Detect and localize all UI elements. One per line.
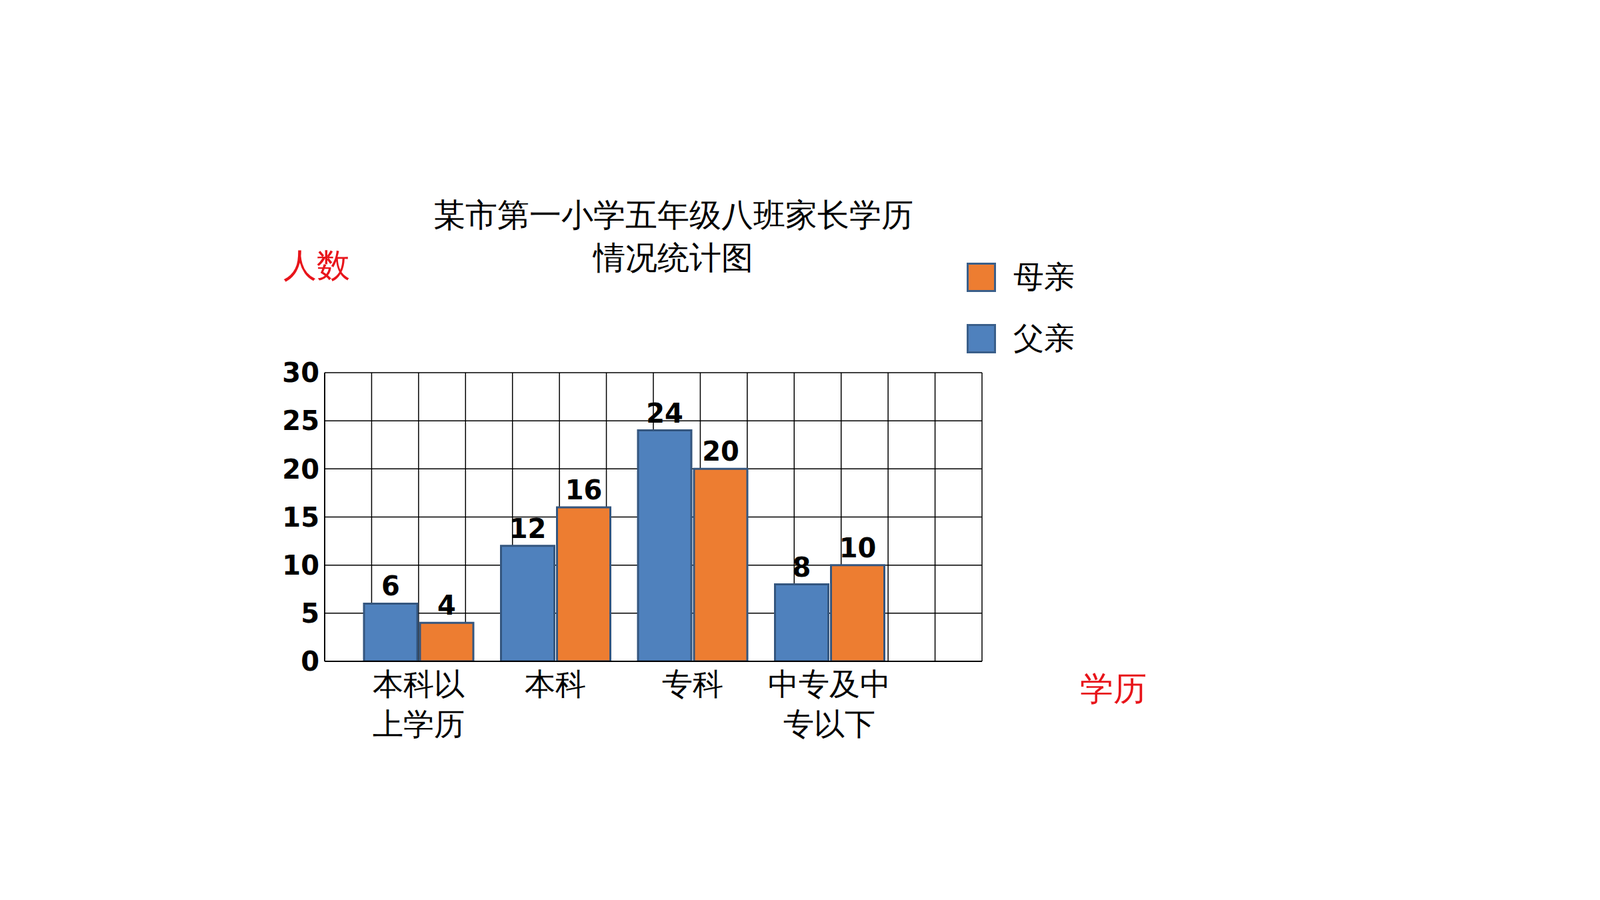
html-text:情况统计图: 情况统计图 — [593, 238, 754, 276]
html-text:某市第一小学五年级八班家长学历: 某市第一小学五年级八班家长学历 — [433, 196, 914, 234]
svg-text:24: 24 — [646, 398, 684, 429]
svg-text:中专及中: 中专及中 — [768, 666, 891, 702]
svg-text:10: 10 — [839, 532, 877, 564]
html-text:学历: 学历 — [1080, 669, 1147, 708]
svg-text:12: 12 — [509, 513, 547, 544]
svg-text:本科: 本科 — [524, 666, 586, 702]
svg-text:5: 5 — [300, 598, 320, 629]
svg-text:上学历: 上学历 — [372, 706, 465, 742]
svg-text:8: 8 — [792, 552, 812, 583]
html-text:母亲: 母亲 — [1013, 258, 1075, 295]
svg-text:本科以: 本科以 — [372, 666, 465, 702]
svg-text:专科: 专科 — [662, 666, 724, 702]
html-text:人数: 人数 — [283, 246, 350, 285]
svg-text:20: 20 — [702, 436, 740, 467]
svg-text:0: 0 — [300, 646, 320, 677]
svg-text:4: 4 — [437, 590, 456, 621]
svg-text:6: 6 — [381, 570, 400, 602]
html-text:父亲: 父亲 — [1013, 320, 1075, 356]
svg-text:25: 25 — [282, 405, 320, 436]
svg-text:10: 10 — [282, 550, 320, 581]
svg-text:16: 16 — [565, 474, 603, 506]
svg-text:专以下: 专以下 — [783, 706, 876, 742]
svg-text:20: 20 — [282, 454, 320, 485]
svg-text:30: 30 — [282, 357, 320, 388]
svg-text:15: 15 — [282, 502, 320, 533]
